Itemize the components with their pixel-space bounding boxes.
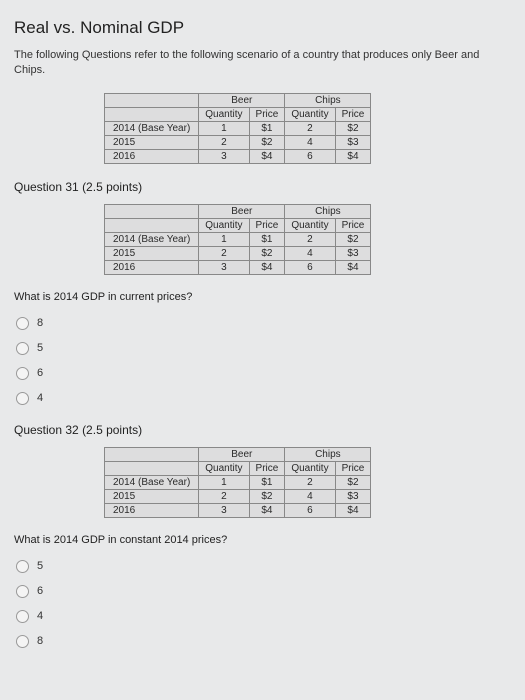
radio-icon[interactable] [16, 367, 29, 380]
radio-icon[interactable] [16, 392, 29, 405]
q32-option[interactable]: 5 [16, 560, 511, 573]
col-beer: Beer [199, 93, 285, 107]
table-row: 2016 3 $4 6 $4 [105, 260, 371, 274]
q32-data-table: Beer Chips Quantity Price Quantity Price… [104, 447, 371, 518]
table-row: 2016 3 $4 6 $4 [105, 149, 371, 163]
radio-icon[interactable] [16, 560, 29, 573]
radio-icon[interactable] [16, 342, 29, 355]
table-row: 2016 3 $4 6 $4 [105, 503, 371, 517]
table-row: 2015 2 $2 4 $3 [105, 135, 371, 149]
q32-options: 5 6 4 8 [16, 560, 511, 648]
radio-icon[interactable] [16, 317, 29, 330]
intro-text: The following Questions refer to the fol… [14, 48, 511, 79]
radio-icon[interactable] [16, 635, 29, 648]
sub-quantity: Quantity [199, 107, 249, 121]
q32-option[interactable]: 6 [16, 585, 511, 598]
sub-price: Price [335, 107, 371, 121]
sub-price: Price [249, 107, 285, 121]
q31-option[interactable]: 6 [16, 367, 511, 380]
table-row: 2014 (Base Year) 1 $1 2 $2 [105, 121, 371, 135]
radio-icon[interactable] [16, 585, 29, 598]
q32-option[interactable]: 8 [16, 635, 511, 648]
table-row: 2014 (Base Year) 1 $1 2 $2 [105, 475, 371, 489]
table-row: 2015 2 $2 4 $3 [105, 246, 371, 260]
q31-option[interactable]: 8 [16, 317, 511, 330]
radio-icon[interactable] [16, 610, 29, 623]
q31-text: What is 2014 GDP in current prices? [14, 291, 511, 303]
sub-quantity: Quantity [285, 107, 335, 121]
col-chips: Chips [285, 93, 371, 107]
q32-text: What is 2014 GDP in constant 2014 prices… [14, 534, 511, 546]
question-32-header: Question 32 (2.5 points) [14, 423, 511, 437]
table-row: 2014 (Base Year) 1 $1 2 $2 [105, 232, 371, 246]
q31-option[interactable]: 4 [16, 392, 511, 405]
page-title: Real vs. Nominal GDP [14, 18, 511, 38]
question-31-header: Question 31 (2.5 points) [14, 180, 511, 194]
table-row: 2015 2 $2 4 $3 [105, 489, 371, 503]
q31-options: 8 5 6 4 [16, 317, 511, 405]
q31-option[interactable]: 5 [16, 342, 511, 355]
intro-data-table: Beer Chips Quantity Price Quantity Price… [104, 93, 371, 164]
q31-data-table: Beer Chips Quantity Price Quantity Price… [104, 204, 371, 275]
q32-option[interactable]: 4 [16, 610, 511, 623]
